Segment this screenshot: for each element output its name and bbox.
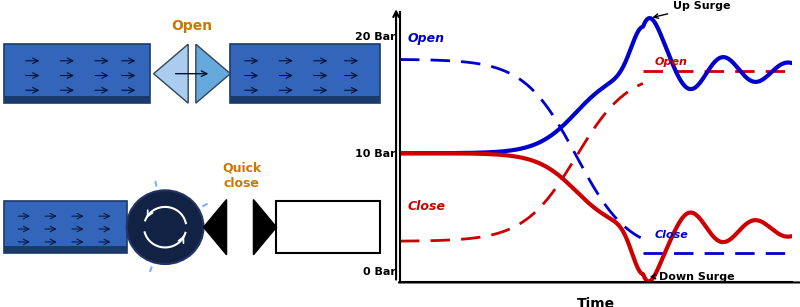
Text: Up Surge: Up Surge — [654, 1, 730, 18]
Text: Down Surge: Down Surge — [651, 272, 734, 282]
Polygon shape — [154, 44, 188, 103]
FancyBboxPatch shape — [4, 201, 126, 253]
Text: Quick
close: Quick close — [222, 161, 262, 190]
FancyBboxPatch shape — [4, 44, 150, 103]
Circle shape — [126, 190, 203, 264]
Text: Open: Open — [408, 32, 445, 45]
Polygon shape — [196, 44, 230, 103]
Text: Open: Open — [654, 57, 688, 67]
FancyBboxPatch shape — [277, 201, 380, 253]
FancyBboxPatch shape — [230, 96, 380, 103]
Text: Close: Close — [408, 200, 446, 213]
FancyBboxPatch shape — [4, 96, 150, 103]
Polygon shape — [203, 200, 226, 255]
Text: Time: Time — [577, 297, 615, 307]
FancyBboxPatch shape — [230, 44, 380, 103]
Polygon shape — [254, 200, 277, 255]
Text: Close: Close — [654, 230, 689, 240]
FancyBboxPatch shape — [4, 246, 126, 253]
Text: Open: Open — [171, 19, 213, 33]
